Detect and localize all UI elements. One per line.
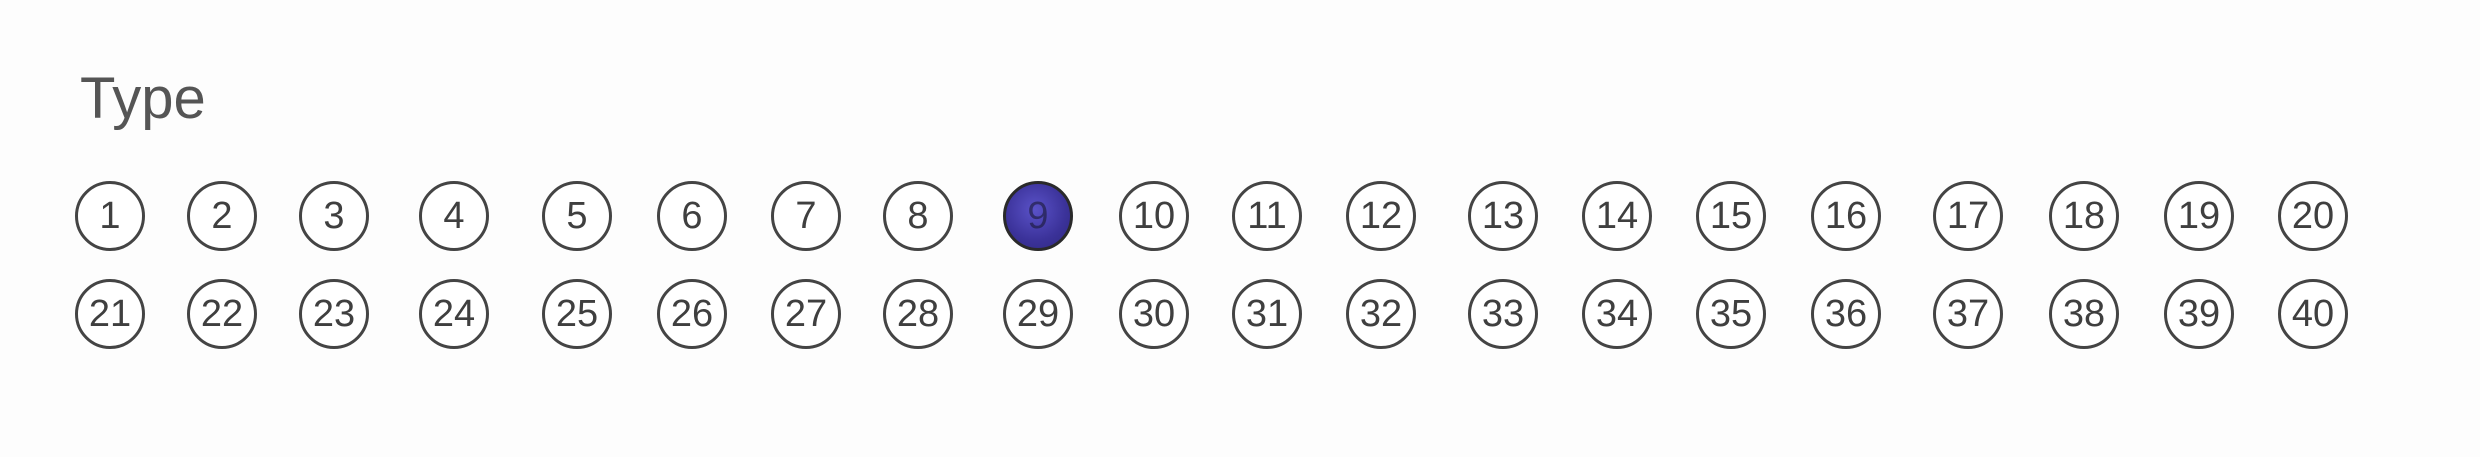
choice-bubble-14[interactable]: 14 — [1582, 181, 1652, 251]
choice-bubble-18[interactable]: 18 — [2049, 181, 2119, 251]
choice-bubble-35[interactable]: 35 — [1696, 279, 1766, 349]
choice-bubble-22[interactable]: 22 — [187, 279, 257, 349]
choice-bubble-5[interactable]: 5 — [542, 181, 612, 251]
choice-bubble-9[interactable]: 9 — [1003, 181, 1073, 251]
choice-bubble-25[interactable]: 25 — [542, 279, 612, 349]
choice-bubble-40[interactable]: 40 — [2278, 279, 2348, 349]
choice-bubble-6[interactable]: 6 — [657, 181, 727, 251]
choice-bubble-38[interactable]: 38 — [2049, 279, 2119, 349]
choice-bubble-20[interactable]: 20 — [2278, 181, 2348, 251]
choice-bubble-15[interactable]: 15 — [1696, 181, 1766, 251]
choice-bubble-2[interactable]: 2 — [187, 181, 257, 251]
choice-bubble-17[interactable]: 17 — [1933, 181, 2003, 251]
choice-bubble-4[interactable]: 4 — [419, 181, 489, 251]
choice-bubble-10[interactable]: 10 — [1119, 181, 1189, 251]
choice-bubble-11[interactable]: 11 — [1232, 181, 1302, 251]
choice-bubble-39[interactable]: 39 — [2164, 279, 2234, 349]
choice-bubble-27[interactable]: 27 — [771, 279, 841, 349]
choice-bubble-16[interactable]: 16 — [1811, 181, 1881, 251]
choice-bubble-33[interactable]: 33 — [1468, 279, 1538, 349]
choice-bubble-26[interactable]: 26 — [657, 279, 727, 349]
choice-bubble-12[interactable]: 12 — [1346, 181, 1416, 251]
choice-bubble-37[interactable]: 37 — [1933, 279, 2003, 349]
choice-bubble-32[interactable]: 32 — [1346, 279, 1416, 349]
choice-bubble-3[interactable]: 3 — [299, 181, 369, 251]
choice-bubble-19[interactable]: 19 — [2164, 181, 2234, 251]
choice-bubble-13[interactable]: 13 — [1468, 181, 1538, 251]
choice-bubble-31[interactable]: 31 — [1232, 279, 1302, 349]
choice-bubble-7[interactable]: 7 — [771, 181, 841, 251]
choice-bubble-21[interactable]: 21 — [75, 279, 145, 349]
choice-bubble-24[interactable]: 24 — [419, 279, 489, 349]
choice-bubble-23[interactable]: 23 — [299, 279, 369, 349]
section-title: Type — [80, 66, 206, 131]
choice-bubble-28[interactable]: 28 — [883, 279, 953, 349]
choice-bubble-34[interactable]: 34 — [1582, 279, 1652, 349]
choice-bubble-8[interactable]: 8 — [883, 181, 953, 251]
choice-bubble-36[interactable]: 36 — [1811, 279, 1881, 349]
choice-bubble-1[interactable]: 1 — [75, 181, 145, 251]
choice-bubble-30[interactable]: 30 — [1119, 279, 1189, 349]
choice-bubble-29[interactable]: 29 — [1003, 279, 1073, 349]
